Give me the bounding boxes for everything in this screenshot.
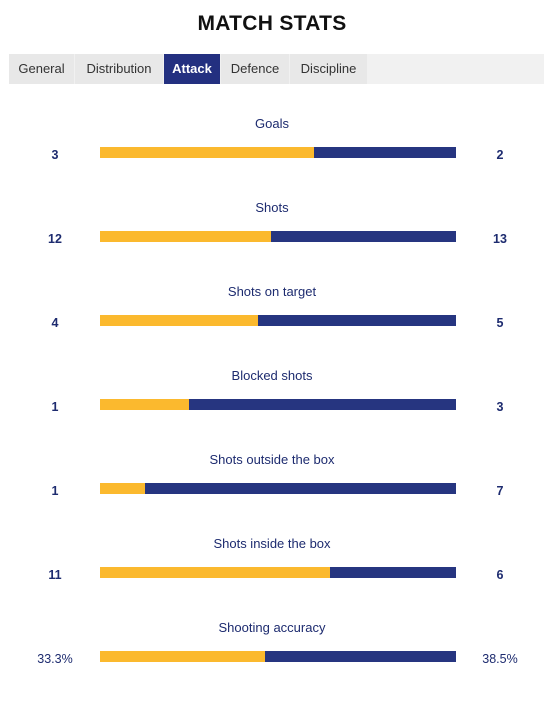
comparison-bar — [100, 147, 456, 158]
away-value: 7 — [496, 484, 504, 498]
stat-label: Shots on target — [227, 284, 317, 299]
tab-defence[interactable]: Defence — [221, 54, 289, 84]
tab-discipline[interactable]: Discipline — [290, 54, 367, 84]
home-value: 11 — [48, 568, 62, 582]
stat-label: Shots inside the box — [213, 536, 331, 551]
stat-row: Goals 3 2 — [0, 116, 544, 176]
stat-label: Shots — [255, 200, 289, 215]
away-bar-segment — [313, 147, 456, 158]
home-value: 33.3% — [37, 652, 73, 666]
away-bar-segment — [144, 483, 456, 494]
home-bar-segment — [100, 651, 266, 662]
tab-attack[interactable]: Attack — [164, 54, 220, 84]
comparison-bar — [100, 315, 456, 326]
home-bar-segment — [100, 399, 189, 410]
tab-distribution[interactable]: Distribution — [75, 54, 163, 84]
away-value: 2 — [496, 148, 504, 162]
comparison-bar — [100, 399, 456, 410]
home-bar-segment — [100, 231, 271, 242]
away-value: 13 — [493, 232, 507, 246]
stat-row: Shots 12 13 — [0, 200, 544, 260]
comparison-bar — [100, 651, 456, 662]
home-value: 3 — [51, 148, 59, 162]
tab-general[interactable]: General — [9, 54, 74, 84]
home-value: 1 — [51, 400, 59, 414]
stat-label: Goals — [255, 116, 289, 131]
stat-label: Shooting accuracy — [218, 620, 326, 635]
away-bar-segment — [270, 231, 456, 242]
away-value: 5 — [496, 316, 504, 330]
away-bar-segment — [189, 399, 456, 410]
comparison-bar — [100, 483, 456, 494]
stat-row: Blocked shots 1 3 — [0, 368, 544, 428]
home-value: 4 — [51, 316, 59, 330]
home-bar-segment — [100, 567, 331, 578]
stat-row: Shooting accuracy 33.3% 38.5% — [0, 620, 544, 680]
stats-tab-bar: General Distribution Attack Defence Disc… — [9, 54, 544, 84]
home-bar-segment — [100, 315, 259, 326]
stat-row: Shots on target 4 5 — [0, 284, 544, 344]
away-bar-segment — [258, 315, 456, 326]
stat-label: Shots outside the box — [209, 452, 335, 467]
away-value: 38.5% — [482, 652, 518, 666]
comparison-bar — [100, 567, 456, 578]
comparison-bar — [100, 231, 456, 242]
home-bar-segment — [100, 147, 314, 158]
away-bar-segment — [265, 651, 456, 662]
page-title: MATCH STATS — [197, 12, 347, 35]
away-value: 3 — [496, 400, 504, 414]
stat-row: Shots outside the box 1 7 — [0, 452, 544, 512]
home-value: 1 — [51, 484, 59, 498]
home-value: 12 — [48, 232, 62, 246]
home-bar-segment — [100, 483, 145, 494]
away-value: 6 — [496, 568, 504, 582]
stat-row: Shots inside the box 11 6 — [0, 536, 544, 596]
away-bar-segment — [330, 567, 456, 578]
stat-label: Blocked shots — [231, 368, 313, 383]
